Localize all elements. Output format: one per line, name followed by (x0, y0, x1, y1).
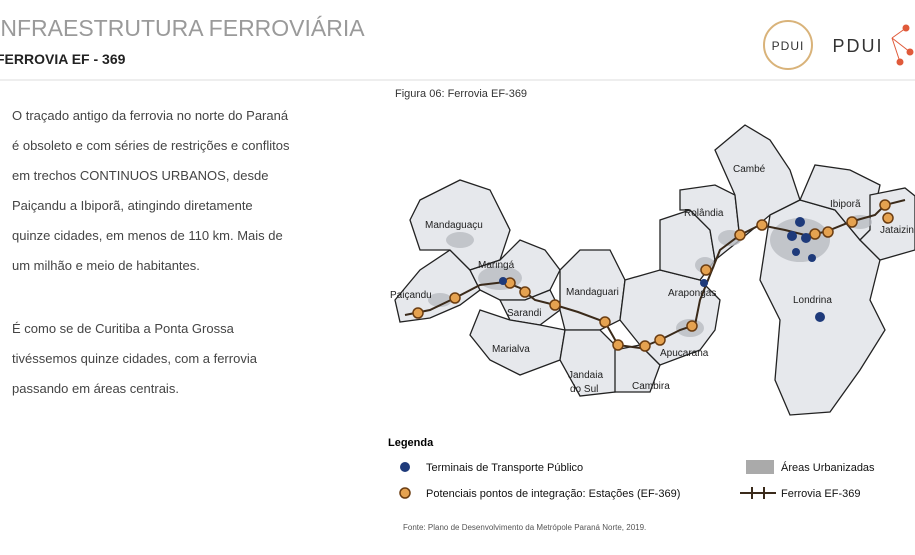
legend-title: Legenda (388, 437, 434, 449)
paragraph-line: É como se de Curitiba a Ponta Grossa (12, 321, 235, 336)
map-label: Arapongas (668, 288, 716, 299)
title: INFRAESTRUTURA FERROVIÁRIA (0, 15, 365, 41)
paragraph-line: é obsoleto e com séries de restrições e … (12, 138, 290, 153)
map-label: Cambé (733, 164, 766, 175)
map-label: Marialva (492, 344, 530, 355)
map-label: Jataizinho (880, 225, 915, 236)
legend: Legenda Terminais de Transporte Público … (388, 437, 875, 500)
paragraph-line: O traçado antigo da ferrovia no norte do… (12, 108, 289, 123)
map-label: Paiçandu (390, 290, 432, 301)
urban-area (446, 232, 474, 248)
source: Fonte: Plano de Desenvolvimento da Metró… (403, 523, 646, 532)
map-label: Jandaia (568, 370, 603, 381)
paragraph-line: em trechos CONTINUOS URBANOS, desde (12, 168, 268, 183)
paragraph-line: Paiçandu a Ibiporã, atingindo diretament… (12, 198, 253, 213)
terminals (499, 217, 825, 322)
map-label: Londrina (793, 295, 832, 306)
map-label: Ibiporã (830, 199, 861, 210)
urban-area (428, 293, 452, 307)
legend-symbol (399, 487, 411, 499)
map-label: Apucarana (660, 348, 709, 359)
map-label: Maringá (478, 260, 515, 271)
legend-symbol (746, 460, 774, 474)
legend-item: Áreas Urbanizadas (781, 461, 875, 474)
region (859, 187, 915, 261)
map: Mandaguaçu Maringá Paiçandu Sarandi Mari… (390, 124, 915, 416)
logo: PDUI (772, 39, 805, 53)
legend-item: Potenciais pontos de integração: Estaçõe… (426, 488, 680, 500)
logo-ring (763, 20, 813, 70)
paragraph-line: um milhão e meio de habitantes. (12, 258, 200, 273)
legend-item: Terminais de Transporte Público (426, 462, 583, 474)
figure-caption: Figura 06: Ferrovia EF-369 (395, 88, 527, 100)
map-label: Cambira (632, 381, 670, 392)
region (614, 344, 661, 393)
legend-symbol (400, 462, 410, 472)
legend-item: Ferrovia EF-369 (781, 488, 860, 500)
paragraph-line: tivéssemos quinze cidades, com a ferrovi… (12, 351, 258, 366)
subtitle: FERROVIA EF - 369 (0, 51, 126, 67)
map-label: Rolândia (684, 208, 724, 219)
logo: PDUI (832, 36, 883, 56)
map-label: do Sul (570, 384, 598, 395)
map-label: Mandaguaçu (425, 220, 483, 231)
map-label: Mandaguari (566, 287, 619, 298)
legend-symbol (740, 487, 776, 499)
stations (412, 199, 894, 352)
body-text: O traçado antigo da ferrovia no norte do… (12, 108, 290, 396)
logo-icon (891, 24, 914, 66)
paragraph-line: quinze cidades, em menos de 110 km. Mais… (12, 228, 283, 243)
map-label: Sarandi (507, 308, 541, 319)
paragraph-line: passando em áreas centrais. (12, 381, 179, 396)
